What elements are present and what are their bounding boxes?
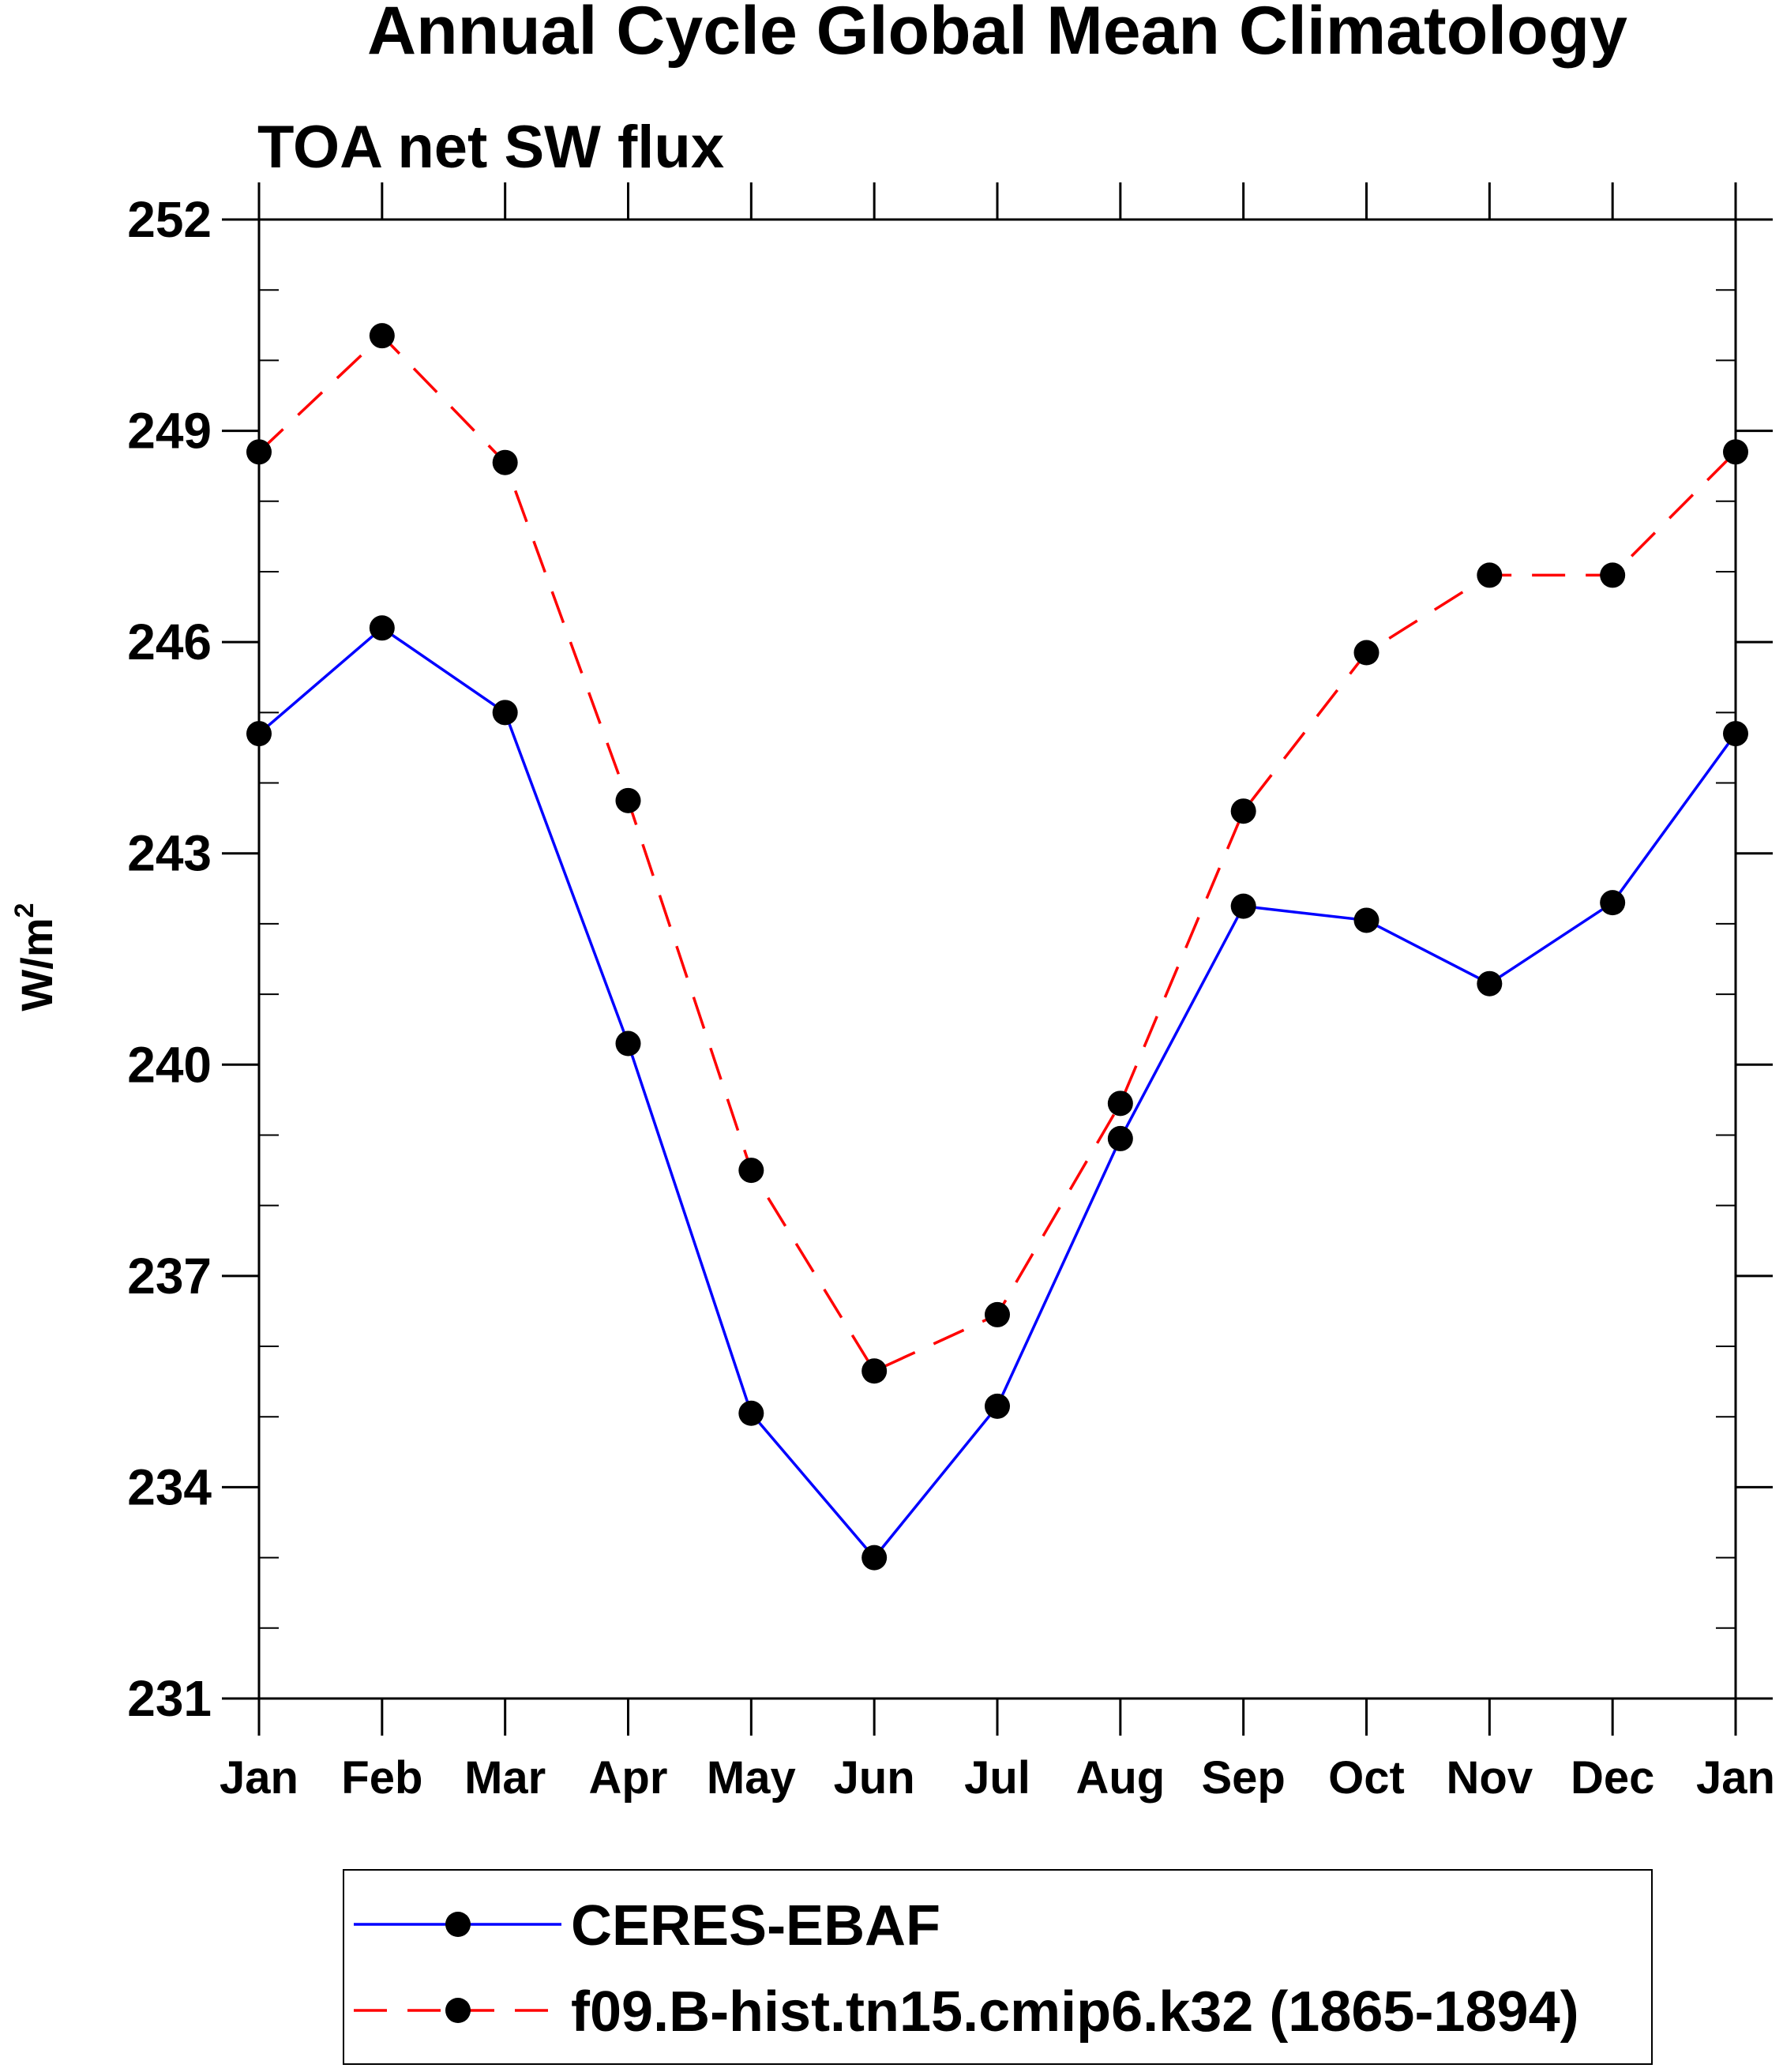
data-point (1723, 721, 1748, 747)
legend-label: f09.B-hist.tn15.cmip6.k32 (1865-1894) (571, 1980, 1579, 2044)
x-tick-label: Dec (1571, 1752, 1654, 1804)
y-tick-label: 240 (127, 1036, 212, 1093)
chart-subtitle: TOA net SW flux (257, 114, 724, 181)
data-point (492, 449, 518, 475)
data-point (1107, 1090, 1133, 1117)
x-tick-label: Sep (1201, 1752, 1285, 1804)
x-tick-label: Apr (589, 1752, 668, 1804)
x-tick-label: Aug (1075, 1752, 1165, 1804)
data-point (1723, 439, 1748, 465)
data-point (1477, 562, 1503, 588)
x-tick-label: Nov (1447, 1752, 1533, 1804)
series-1 (246, 615, 1748, 1571)
data-point (615, 787, 641, 813)
y-tick-label: 237 (127, 1248, 212, 1304)
y-tick-label: 249 (127, 403, 212, 460)
y-tick-label: 246 (127, 614, 212, 670)
data-point (246, 439, 272, 465)
data-point (1230, 798, 1256, 824)
x-tick-label: Jan (1696, 1752, 1775, 1804)
data-point (1230, 893, 1256, 919)
data-point (615, 1030, 641, 1057)
legend-marker (445, 1998, 471, 2023)
data-point (985, 1301, 1010, 1327)
axes: 231 234 237 240 243 246 249 252 Jan Feb Mar Apr May J… (127, 182, 1775, 1804)
x-tick-label: Jun (834, 1752, 915, 1804)
data-point (1600, 890, 1626, 916)
data-point (492, 700, 518, 726)
x-tick-label: Feb (341, 1752, 422, 1804)
data-point (738, 1158, 764, 1184)
legend-box (343, 1869, 1653, 2065)
chart-title: Annual Cycle Global Mean Climatology (367, 0, 1627, 69)
x-tick-label: Jul (964, 1752, 1030, 1804)
data-point (246, 721, 272, 747)
data-point (1477, 970, 1503, 997)
y-axis-label: W/m2 (9, 903, 62, 1011)
x-tick-label: Jan (220, 1752, 298, 1804)
series-2 (246, 323, 1748, 1384)
x-tick-label: May (707, 1752, 796, 1804)
y-axis-label-superscript: 2 (9, 903, 39, 918)
data-point (1353, 907, 1379, 933)
data-point (369, 615, 395, 641)
legend: CERES-EBAF f09.B-hist.tn15.cmip6.k32 (186… (343, 1869, 1653, 2065)
legend-marker (445, 1912, 471, 1937)
data-point (861, 1545, 888, 1571)
y-tick-label: 243 (127, 825, 212, 882)
data-point (861, 1358, 888, 1384)
y-tick-label: 252 (127, 191, 212, 248)
data-point (1353, 640, 1379, 666)
y-tick-label: 234 (127, 1458, 212, 1515)
series-layer (246, 323, 1748, 1571)
data-point (1600, 562, 1626, 588)
y-tick-label: 231 (127, 1670, 212, 1727)
data-point (738, 1400, 764, 1426)
legend-label: CERES-EBAF (571, 1894, 940, 1958)
x-tick-label: Mar (464, 1752, 546, 1804)
series-line (257, 333, 1737, 1373)
data-point (369, 323, 395, 349)
data-point (985, 1393, 1010, 1419)
y-axis-label-text: W/m (12, 918, 62, 1011)
x-tick-label: Oct (1328, 1752, 1405, 1804)
data-point (1107, 1125, 1133, 1151)
plot-frame (257, 218, 1737, 1700)
